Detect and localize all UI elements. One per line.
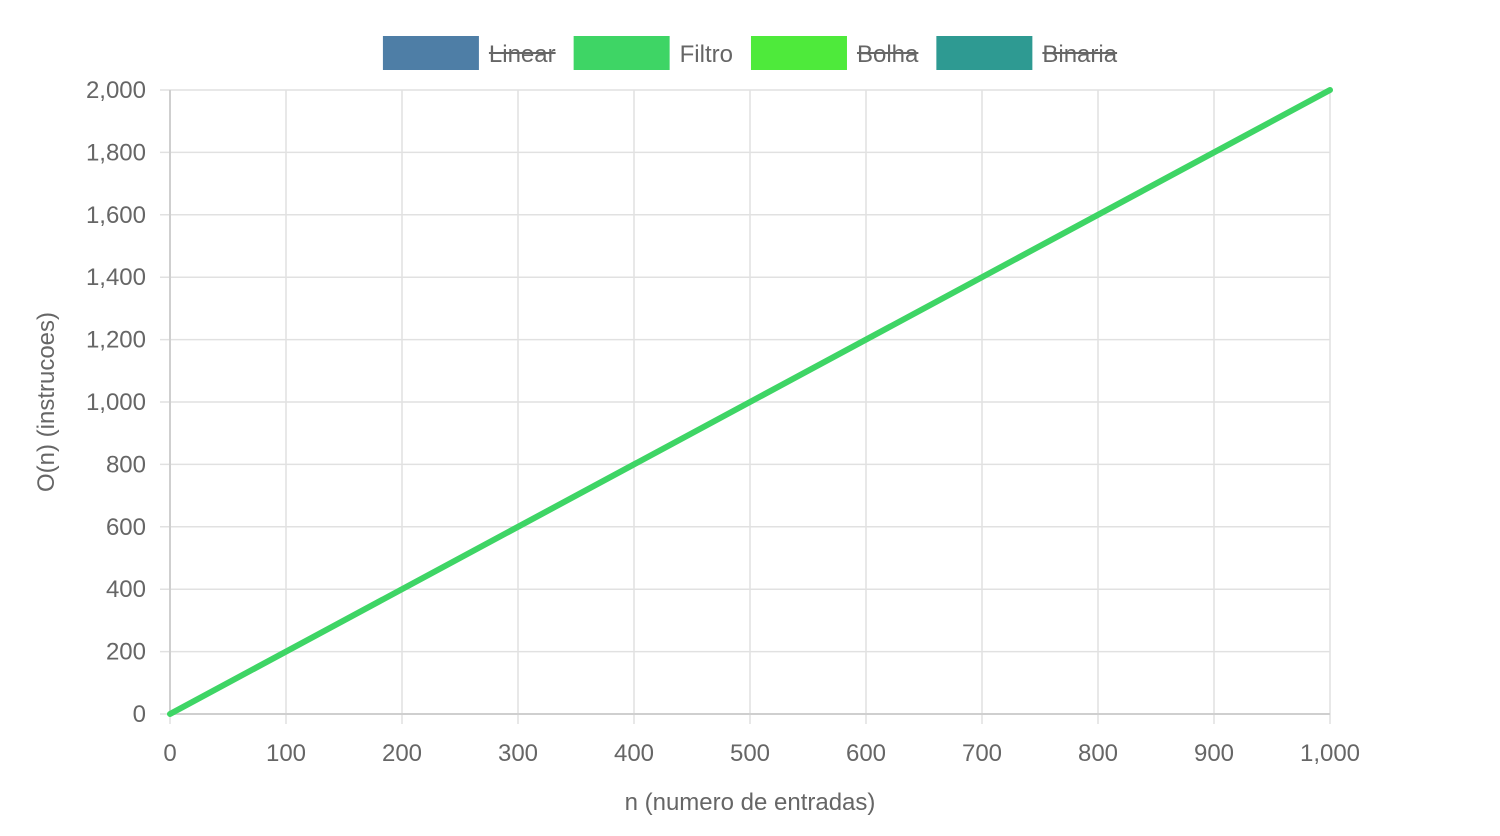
x-tick-label: 300 — [498, 740, 538, 767]
x-tick-label: 700 — [962, 740, 1002, 767]
x-tick-label: 900 — [1194, 740, 1234, 767]
legend-swatch — [573, 36, 670, 70]
x-tick-label: 1,000 — [1300, 740, 1360, 767]
series-lines — [167, 87, 1333, 717]
legend-swatch — [750, 36, 847, 70]
legend-label: Bolha — [857, 41, 919, 68]
legend-label: Filtro — [680, 41, 733, 68]
legend-swatch — [382, 36, 479, 70]
y-tick-label: 1,200 — [86, 327, 146, 354]
y-tick-label: 1,800 — [86, 139, 146, 166]
legend-swatch — [936, 36, 1033, 70]
axes: 0 100 200 300 400 500 600 700 800 900 1,000 0 200 400… — [86, 77, 1360, 767]
y-tick-label: 2,000 — [86, 77, 146, 104]
y-axis-title: O(n) (instrucoes) — [33, 312, 60, 492]
x-tick-label: 500 — [730, 740, 770, 767]
legend-item-filtro[interactable]: Filtro — [573, 36, 733, 70]
y-tick-label: 400 — [106, 576, 146, 603]
series-line-filtro — [167, 87, 1333, 717]
y-tick-label: 600 — [106, 514, 146, 541]
y-tick-label: 800 — [106, 451, 146, 478]
y-tick-label: 1,400 — [86, 264, 146, 291]
y-tick-label: 1,000 — [86, 389, 146, 416]
legend: Linear Filtro Bolha Binaria — [382, 36, 1118, 70]
x-axis-title: n (numero de entradas) — [625, 789, 876, 816]
legend-item-bolha[interactable]: Bolha — [750, 36, 919, 70]
y-tick-label: 0 — [133, 701, 146, 728]
y-tick-label: 200 — [106, 639, 146, 666]
x-tick-label: 200 — [382, 740, 422, 767]
x-tick-label: 400 — [614, 740, 654, 767]
x-tick-label: 800 — [1078, 740, 1118, 767]
y-tick-label: 1,600 — [86, 202, 146, 229]
legend-label: Binaria — [1042, 41, 1117, 68]
x-tick-label: 100 — [266, 740, 306, 767]
legend-item-binaria[interactable]: Binaria — [936, 36, 1118, 70]
x-tick-label: 0 — [163, 740, 176, 767]
legend-item-linear[interactable]: Linear — [382, 36, 556, 70]
x-tick-label: 600 — [846, 740, 886, 767]
legend-label: Linear — [489, 41, 556, 68]
